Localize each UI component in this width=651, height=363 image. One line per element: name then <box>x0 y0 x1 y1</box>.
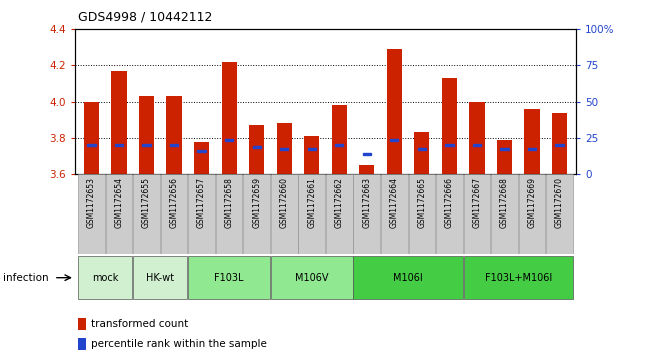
Bar <box>497 140 512 174</box>
FancyBboxPatch shape <box>188 174 215 254</box>
Bar <box>197 150 206 152</box>
FancyBboxPatch shape <box>546 174 573 254</box>
Text: transformed count: transformed count <box>91 319 188 329</box>
Text: GSM1172653: GSM1172653 <box>87 177 96 228</box>
Bar <box>359 165 374 174</box>
Bar <box>473 144 481 146</box>
FancyBboxPatch shape <box>464 174 490 254</box>
Text: GSM1172658: GSM1172658 <box>225 177 234 228</box>
Bar <box>194 142 209 174</box>
Bar <box>87 144 96 146</box>
Bar <box>363 153 371 155</box>
FancyBboxPatch shape <box>243 174 270 254</box>
Bar <box>139 96 154 174</box>
FancyBboxPatch shape <box>464 256 573 299</box>
Text: GSM1172657: GSM1172657 <box>197 177 206 228</box>
Bar <box>469 102 484 174</box>
FancyBboxPatch shape <box>78 174 105 254</box>
FancyBboxPatch shape <box>436 174 463 254</box>
Bar <box>280 148 288 150</box>
Text: GSM1172662: GSM1172662 <box>335 177 344 228</box>
Bar <box>442 78 457 174</box>
Text: infection: infection <box>3 273 49 283</box>
Bar <box>390 139 398 141</box>
FancyBboxPatch shape <box>409 174 436 254</box>
FancyBboxPatch shape <box>326 174 353 254</box>
Text: GSM1172663: GSM1172663 <box>363 177 371 228</box>
FancyBboxPatch shape <box>491 174 518 254</box>
Text: GSM1172656: GSM1172656 <box>169 177 178 228</box>
Bar <box>307 148 316 150</box>
FancyBboxPatch shape <box>188 256 270 299</box>
Text: GSM1172668: GSM1172668 <box>500 177 509 228</box>
Bar <box>225 139 233 141</box>
Bar <box>445 144 454 146</box>
Bar <box>221 62 237 174</box>
Text: GSM1172661: GSM1172661 <box>307 177 316 228</box>
FancyBboxPatch shape <box>78 256 132 299</box>
Bar <box>249 125 264 174</box>
FancyBboxPatch shape <box>271 256 353 299</box>
Text: F103L+M106I: F103L+M106I <box>485 273 552 283</box>
Bar <box>304 136 319 174</box>
FancyBboxPatch shape <box>381 174 408 254</box>
Text: F103L: F103L <box>214 273 244 283</box>
Bar <box>501 148 508 150</box>
Bar <box>335 144 343 146</box>
Text: GSM1172670: GSM1172670 <box>555 177 564 228</box>
Text: mock: mock <box>92 273 118 283</box>
Bar <box>552 113 567 174</box>
FancyBboxPatch shape <box>133 256 187 299</box>
Bar <box>525 109 540 174</box>
Bar <box>84 102 99 174</box>
Text: percentile rank within the sample: percentile rank within the sample <box>91 339 267 349</box>
Bar <box>253 146 261 148</box>
FancyBboxPatch shape <box>353 256 463 299</box>
Text: GSM1172660: GSM1172660 <box>280 177 288 228</box>
Bar <box>418 148 426 150</box>
FancyBboxPatch shape <box>215 174 242 254</box>
Bar <box>143 144 150 146</box>
FancyBboxPatch shape <box>353 174 380 254</box>
FancyBboxPatch shape <box>105 174 132 254</box>
FancyBboxPatch shape <box>133 174 160 254</box>
FancyBboxPatch shape <box>271 174 298 254</box>
Bar <box>111 71 126 174</box>
Text: M106V: M106V <box>295 273 329 283</box>
Text: GSM1172659: GSM1172659 <box>252 177 261 228</box>
Text: GSM1172665: GSM1172665 <box>417 177 426 228</box>
Text: GSM1172664: GSM1172664 <box>390 177 399 228</box>
Text: GSM1172666: GSM1172666 <box>445 177 454 228</box>
FancyBboxPatch shape <box>519 174 546 254</box>
Bar <box>277 123 292 174</box>
Text: GSM1172655: GSM1172655 <box>142 177 151 228</box>
Bar <box>115 144 123 146</box>
FancyBboxPatch shape <box>298 174 325 254</box>
Text: GSM1172654: GSM1172654 <box>115 177 124 228</box>
Bar <box>555 144 564 146</box>
Text: M106I: M106I <box>393 273 423 283</box>
Bar <box>387 49 402 174</box>
Bar <box>332 105 347 174</box>
Text: GDS4998 / 10442112: GDS4998 / 10442112 <box>78 11 212 24</box>
Bar <box>414 132 430 174</box>
Text: GSM1172667: GSM1172667 <box>473 177 482 228</box>
FancyBboxPatch shape <box>161 174 187 254</box>
Bar <box>167 96 182 174</box>
Bar <box>170 144 178 146</box>
Text: HK-wt: HK-wt <box>146 273 174 283</box>
Text: GSM1172669: GSM1172669 <box>527 177 536 228</box>
Bar <box>528 148 536 150</box>
